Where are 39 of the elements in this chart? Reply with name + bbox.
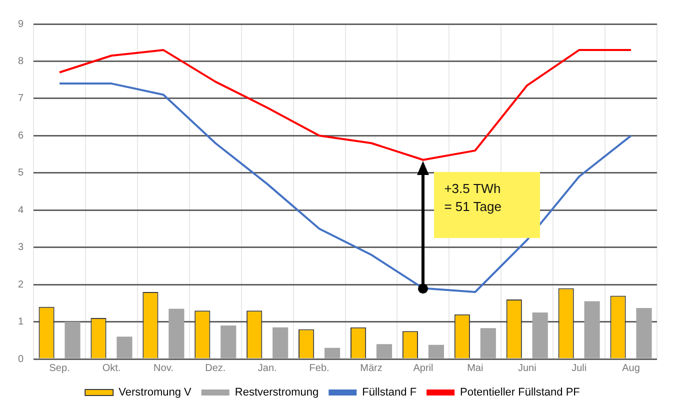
x-tick-label: Okt. (102, 362, 121, 374)
bar (220, 326, 236, 358)
legend-label: Restverstromung (234, 386, 319, 399)
bar (324, 348, 340, 358)
y-tick-label: 6 (18, 130, 24, 142)
x-tick-label: Sep. (49, 362, 70, 374)
bar (64, 322, 80, 358)
legend-label: Verstromung V (118, 386, 192, 399)
bar (428, 344, 444, 358)
bar (116, 336, 132, 358)
bar (584, 301, 600, 358)
x-tick-label: Feb. (309, 362, 330, 374)
y-tick-label: 1 (18, 316, 24, 328)
bar (168, 308, 184, 358)
bar (636, 308, 652, 358)
y-tick-label: 0 (18, 354, 24, 365)
legend-label: Potentieller Füllstand PF (460, 386, 580, 399)
y-tick-label: 5 (18, 168, 24, 179)
x-tick-label: Dez. (205, 362, 226, 374)
bar (272, 327, 288, 358)
x-tick-label: Jan. (258, 362, 277, 374)
callout-box: +3.5 TWh = 51 Tage (434, 172, 540, 238)
y-tick-label: 9 (18, 18, 24, 30)
bar (376, 344, 392, 358)
bar (480, 328, 496, 358)
x-tick-label: Juni (518, 362, 536, 374)
y-tick-label: 2 (18, 279, 24, 290)
y-tick-label: 4 (18, 204, 24, 216)
y-tick-label: 7 (18, 93, 24, 104)
x-tick-label: April (413, 362, 434, 374)
bar (532, 312, 548, 358)
x-tick-label: Juli (572, 362, 587, 374)
x-tick-label: Mai (467, 362, 484, 374)
x-tick-label: Aug (622, 362, 640, 374)
x-tick-label: März (360, 362, 382, 374)
legend-label: Füllstand F (362, 386, 417, 399)
y-tick-label: 3 (18, 242, 24, 254)
y-tick-label: 8 (18, 56, 24, 67)
x-tick-label: Nov. (154, 362, 174, 374)
